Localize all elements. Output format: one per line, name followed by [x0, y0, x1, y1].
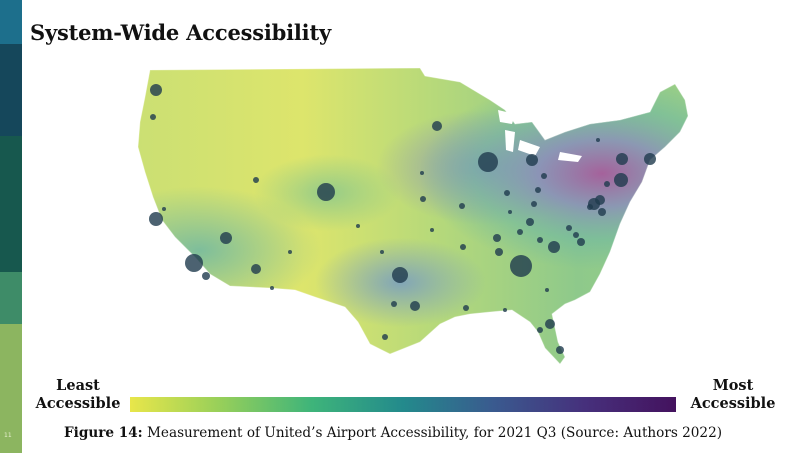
airport-marker — [356, 224, 360, 228]
airport-marker — [149, 212, 163, 226]
sidebar-segment-1 — [0, 0, 22, 44]
airport-marker — [495, 248, 503, 256]
airport-marker — [432, 121, 442, 131]
great-lakes — [498, 110, 582, 162]
sidebar-segment-4 — [0, 272, 22, 324]
airport-marker — [253, 177, 259, 183]
slide-title: System-Wide Accessibility — [30, 20, 331, 45]
airport-marker — [537, 327, 543, 333]
map-heat-layer — [138, 68, 688, 364]
airport-marker — [202, 272, 210, 280]
airport-marker — [382, 334, 388, 340]
airport-marker — [517, 229, 523, 235]
airport-marker — [392, 267, 408, 283]
airport-marker — [288, 250, 292, 254]
airport-marker — [220, 232, 232, 244]
airport-marker — [616, 153, 628, 165]
page-number: 11 — [4, 432, 12, 439]
airport-marker — [185, 254, 203, 272]
airport-marker — [566, 225, 572, 231]
legend-high-line2: Accessible — [690, 395, 776, 412]
airport-marker — [548, 241, 560, 253]
airport-marker — [380, 250, 384, 254]
airport-marker — [391, 301, 397, 307]
airport-marker — [150, 114, 156, 120]
airport-marker — [577, 238, 585, 246]
legend-low-line2: Accessible — [35, 395, 121, 412]
airport-marker — [604, 181, 610, 187]
airport-marker — [587, 204, 593, 210]
airport-marker — [463, 305, 469, 311]
sidebar-segment-3 — [0, 136, 22, 272]
legend-high-label: Most Accessible — [680, 377, 786, 413]
airport-marker — [493, 234, 501, 242]
airport-marker — [430, 228, 434, 232]
accessibility-map — [120, 52, 730, 372]
airport-marker — [545, 319, 555, 329]
airport-marker — [504, 190, 510, 196]
airport-marker — [556, 346, 564, 354]
airport-marker — [596, 138, 600, 142]
airport-marker — [573, 232, 579, 238]
airport-marker — [535, 187, 541, 193]
airport-marker — [270, 286, 274, 290]
airport-markers — [149, 84, 656, 354]
airport-marker — [598, 208, 606, 216]
legend-color-scale — [130, 397, 676, 412]
airport-marker — [420, 196, 426, 202]
airport-marker — [478, 152, 498, 172]
us-map-svg — [137, 67, 689, 365]
legend-low-label: Least Accessible — [30, 377, 126, 413]
airport-marker — [531, 201, 537, 207]
figure-caption-text: Measurement of United’s Airport Accessib… — [142, 425, 723, 441]
airport-marker — [510, 255, 532, 277]
airport-marker — [459, 203, 465, 209]
airport-marker — [541, 173, 547, 179]
airport-marker — [614, 173, 628, 187]
airport-marker — [508, 210, 512, 214]
airport-marker — [162, 207, 166, 211]
legend-high-line1: Most — [712, 377, 754, 394]
figure-caption: Figure 14: Measurement of United’s Airpo… — [64, 425, 722, 441]
airport-marker — [644, 153, 656, 165]
sidebar-segment-5 — [0, 324, 22, 453]
airport-marker — [150, 84, 162, 96]
airport-marker — [526, 218, 534, 226]
figure-caption-label: Figure 14: — [64, 425, 143, 441]
legend-low-line1: Least — [56, 377, 100, 394]
sidebar-decoration: 11 — [0, 0, 22, 453]
airport-marker — [420, 171, 424, 175]
airport-marker — [460, 244, 466, 250]
airport-marker — [410, 301, 420, 311]
airport-marker — [251, 264, 261, 274]
airport-marker — [526, 154, 538, 166]
airport-marker — [537, 237, 543, 243]
airport-marker — [545, 288, 549, 292]
airport-marker — [503, 308, 507, 312]
sidebar-segment-2 — [0, 44, 22, 136]
airport-marker — [317, 183, 335, 201]
